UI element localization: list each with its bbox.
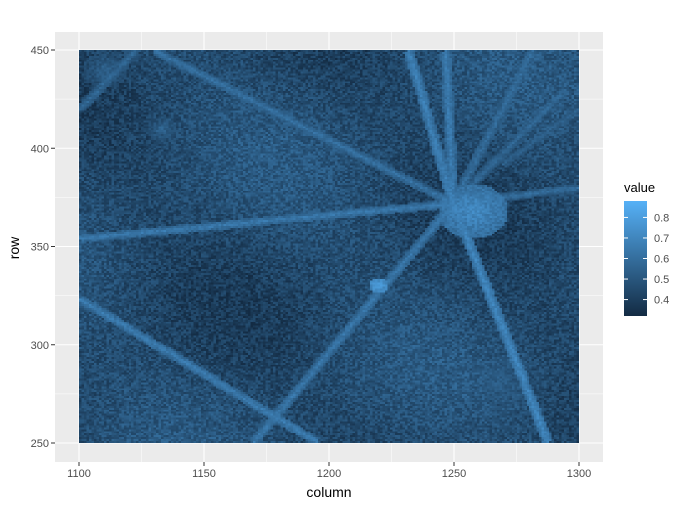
legend-title: value [624,180,655,195]
legend-tick-label: 0.7 [654,233,669,245]
y-tick-label: 450 [31,45,49,57]
legend-tick-label: 0.8 [654,212,669,224]
heatmap-raster [79,50,579,443]
y-axis-ticks: 250 300 350 400 450 [31,45,55,450]
legend: value 0.4 0.5 0.6 0.7 0.8 [624,180,669,316]
legend-tick-label: 0.4 [654,295,669,307]
x-tick-label: 1300 [567,468,591,480]
x-tick-label: 1150 [192,468,216,480]
x-tick-label: 1100 [67,468,91,480]
x-axis-ticks: 1100 1150 1200 1250 1300 [67,462,591,480]
y-tick-label: 300 [31,340,49,352]
x-tick-label: 1250 [442,468,466,480]
y-tick-label: 250 [31,438,49,450]
y-axis-title: row [6,236,22,259]
x-axis-title: column [306,484,351,500]
legend-tick-label: 0.6 [654,254,669,266]
y-tick-label: 400 [31,143,49,155]
legend-colorbar [624,201,647,316]
x-tick-label: 1200 [317,468,341,480]
y-tick-label: 350 [31,242,49,254]
legend-ticks: 0.4 0.5 0.6 0.7 0.8 [624,212,669,307]
legend-tick-label: 0.5 [654,274,669,286]
